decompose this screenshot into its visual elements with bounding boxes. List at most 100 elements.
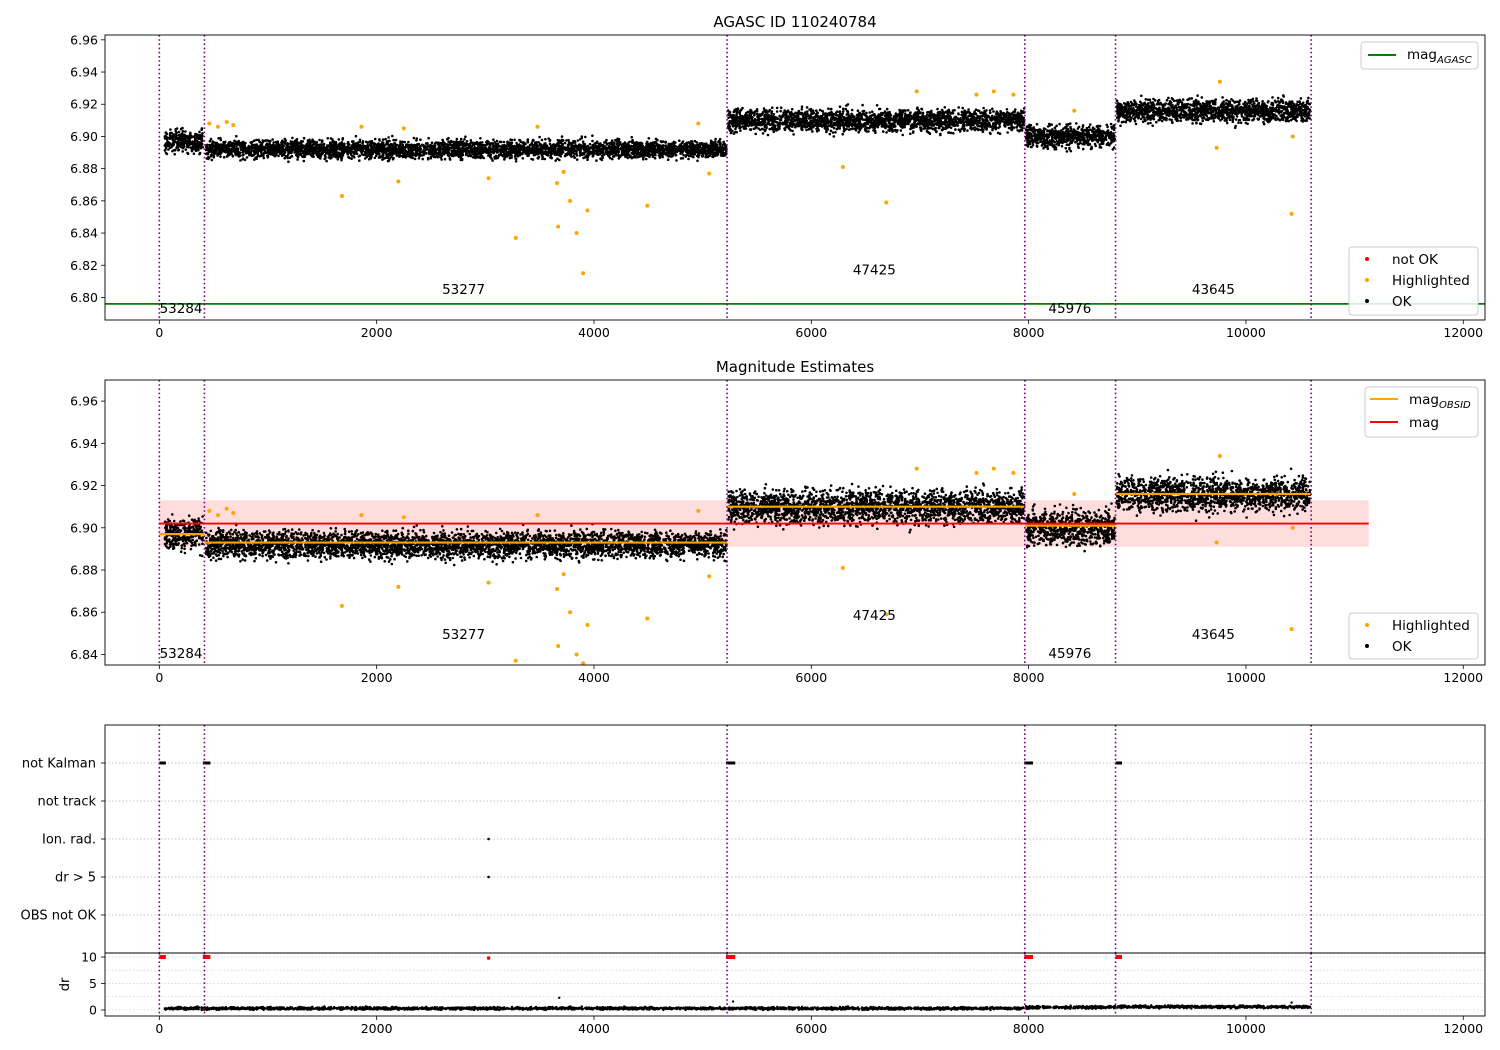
highlighted-point (1217, 79, 1222, 84)
highlighted-point (884, 612, 889, 617)
axes-frame (104, 952, 1486, 1017)
highlighted-point (556, 644, 561, 648)
highlighted-point (231, 123, 236, 128)
highlighted-point (696, 121, 701, 126)
panel-magnitude-estimates: Magnitude Estimates 53284 53277 47425 45976 4… (70, 358, 1486, 685)
legend-frame (1348, 246, 1479, 316)
highlighted-point (1290, 525, 1295, 530)
highlighted-point (1289, 627, 1294, 632)
highlighted-point (555, 587, 560, 591)
obsid-label: 53284 (160, 646, 203, 662)
highlighted-point (974, 470, 979, 475)
dr-points (163, 1004, 1312, 1012)
highlighted-point (840, 565, 845, 570)
panel-agasc: AGASC ID 110240784 53284 53277 47425 45976 43… (70, 13, 1486, 340)
dr-tick-label: 5 (89, 976, 97, 991)
ok-points (163, 94, 1312, 163)
highlighted-point (207, 508, 212, 513)
highlighted-point (561, 169, 566, 174)
highlighted-point (1290, 134, 1295, 139)
highlighted-point (396, 179, 401, 184)
y-tick-label: 6.86 (70, 193, 98, 208)
highlighted-point (216, 513, 221, 518)
y-tick-label: 6.92 (70, 478, 98, 493)
legend-frame (1360, 41, 1479, 70)
x-tick-label: 4000 (578, 1021, 610, 1036)
y-tick-label: 6.94 (70, 436, 98, 451)
figure-content: AGASC ID 110240784 53284 53277 47425 45976 43… (21, 13, 1486, 1036)
highlighted-point (231, 511, 236, 515)
dr-point (731, 1000, 735, 1003)
flag-label: OBS not OK (21, 909, 97, 924)
highlighted-point (1214, 540, 1219, 545)
x-tick-label: 4000 (578, 670, 610, 685)
highlighted-point (574, 231, 579, 236)
x-tick-label: 12000 (1443, 325, 1483, 340)
highlighted-point (568, 198, 573, 203)
x-tick-label: 6000 (795, 325, 827, 340)
highlighted-point (535, 124, 540, 129)
highlighted-point (884, 200, 889, 205)
highlighted-point (513, 658, 518, 663)
highlighted-point (574, 652, 579, 657)
legend-marker (1365, 623, 1369, 627)
dr-point (558, 996, 561, 1000)
highlighted-point (359, 513, 364, 518)
highlighted-point (707, 171, 712, 176)
obsid-label: 45976 (1048, 646, 1091, 662)
dr-axis-label: dr (58, 977, 73, 991)
highlighted-point (359, 124, 364, 129)
highlighted-point (645, 616, 650, 621)
y-tick-label: 6.92 (70, 97, 98, 112)
highlighted-points (207, 79, 1295, 276)
y-tick-label: 6.84 (70, 226, 98, 241)
legend-marker (1365, 278, 1369, 282)
legend-top: magAGASC (1360, 41, 1479, 70)
highlighted-point (224, 119, 229, 124)
highlighted-point (224, 506, 229, 511)
panel-flags: not Kalman not track Ion. rad. dr > 5 OBS no… (21, 724, 1486, 954)
legend-label: Highlighted (1392, 273, 1470, 289)
x-tick-label: 4000 (578, 325, 610, 340)
ok-point-cloud (163, 94, 1312, 163)
highlighted-point (585, 622, 590, 627)
dr-point (1290, 1001, 1293, 1004)
obsid-label: 45976 (1048, 301, 1091, 317)
y-tick-label: 6.84 (70, 647, 98, 662)
legend-marker (1365, 299, 1369, 303)
x-tick-label: 12000 (1443, 670, 1483, 685)
x-tick-label: 10000 (1226, 325, 1266, 340)
highlighted-point (991, 89, 996, 94)
highlighted-point (207, 121, 212, 126)
highlighted-point (1072, 108, 1077, 113)
y-tick-label: 6.88 (70, 563, 98, 578)
flag-point (487, 875, 490, 879)
highlighted-point (645, 203, 650, 208)
x-tick-label: 2000 (361, 670, 393, 685)
legend-label: magAGASC (1407, 47, 1472, 66)
highlighted-point (555, 181, 560, 186)
flag-label: Ion. rad. (42, 833, 96, 848)
highlighted-point (568, 610, 573, 615)
highlighted-point (1011, 470, 1016, 475)
highlighted-point (1214, 145, 1219, 150)
flag-label: not track (37, 795, 96, 810)
axes-frame (104, 379, 1486, 666)
x-tick-label: 0 (155, 1021, 163, 1036)
highlighted-point (561, 572, 566, 577)
highlighted-point (486, 580, 491, 585)
highlighted-point (914, 89, 919, 94)
obsid-label: 47425 (853, 608, 896, 624)
x-tick-label: 0 (155, 670, 163, 685)
legend-frame (1348, 612, 1479, 660)
flag-label: dr > 5 (55, 871, 96, 886)
highlighted-point (401, 126, 406, 131)
legend-label: Highlighted (1392, 618, 1470, 634)
highlighted-point (535, 513, 540, 518)
y-tick-label: 6.80 (70, 290, 98, 305)
x-tick-label: 10000 (1226, 670, 1266, 685)
legend-marker (1365, 644, 1369, 648)
x-tick-label: 6000 (795, 670, 827, 685)
highlighted-point (914, 466, 919, 471)
